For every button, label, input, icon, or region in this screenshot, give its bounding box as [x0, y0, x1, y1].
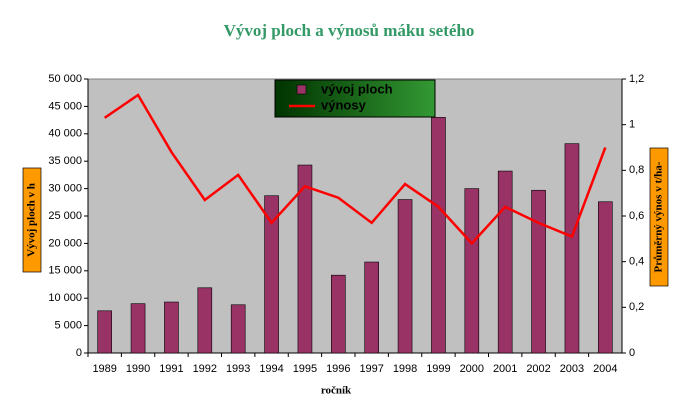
y-tick-label: 45 000: [48, 100, 82, 112]
x-tick-label: 2000: [460, 363, 484, 375]
x-tick-label: 2002: [526, 363, 550, 375]
x-tick-label: 1996: [326, 363, 350, 375]
bar: [164, 301, 179, 354]
bar: [230, 304, 246, 354]
y2-tick-label: 1: [629, 119, 635, 131]
y2-tick-label: 1,2: [629, 73, 644, 85]
y2-tick-label: 0,4: [629, 256, 644, 268]
y-tick-label: 5 000: [54, 320, 82, 332]
bar: [97, 310, 112, 354]
bar: [431, 117, 446, 354]
x-tick-label: 1999: [426, 363, 450, 375]
x-tick-label: 1992: [193, 363, 217, 375]
legend-swatch: [296, 84, 307, 95]
y-tick-label: 40 000: [48, 128, 82, 140]
x-tick-label: 1989: [92, 363, 116, 375]
x-tick-label: 1990: [126, 363, 150, 375]
x-tick-label: 2004: [593, 363, 617, 375]
legend-label: výnosy: [321, 97, 367, 112]
y-tick-label: 25 000: [48, 210, 82, 222]
y2-tick-label: 0,6: [629, 210, 644, 222]
bar: [130, 303, 146, 354]
x-tick-label: 1991: [159, 363, 183, 375]
bar: [364, 261, 379, 354]
chart-title: Vývoj ploch a výnosů máku setého: [224, 21, 475, 40]
y-axis-label: Vývoj ploch v h: [26, 183, 38, 257]
bar: [331, 274, 346, 354]
y2-tick-label: 0: [629, 347, 635, 359]
bar: [598, 201, 613, 354]
bar: [564, 143, 580, 354]
legend-label: vývoj ploch: [321, 81, 393, 96]
line: [103, 93, 607, 246]
bar: [497, 170, 513, 354]
x-tick-label: 1997: [359, 363, 383, 375]
bar: [197, 287, 213, 354]
bar: [531, 189, 546, 354]
bar: [297, 164, 313, 354]
x-axis-label: ročník: [321, 385, 352, 397]
y2-tick-label: 0,8: [629, 164, 644, 176]
bar: [264, 195, 279, 354]
y-tick-label: 10 000: [48, 292, 82, 304]
x-tick-label: 1994: [259, 363, 283, 375]
y2-tick-label: 0,2: [629, 301, 644, 313]
x-tick-label: 1993: [226, 363, 250, 375]
x-tick-label: 2001: [493, 363, 517, 375]
y2-label-box: [649, 147, 669, 287]
y-tick-label: 20 000: [48, 237, 82, 249]
y-tick-label: 0: [76, 347, 82, 359]
x-tick-label: 1998: [393, 363, 417, 375]
y-tick-label: 15 000: [48, 265, 82, 277]
y2-axis-label: Průměrný výnos v t/ha-: [653, 161, 665, 272]
x-tick-label: 2003: [560, 363, 584, 375]
y-tick-label: 30 000: [48, 183, 82, 195]
y-tick-label: 50 000: [48, 73, 82, 85]
bar: [464, 188, 480, 354]
x-tick-label: 1995: [293, 363, 317, 375]
y-tick-label: 35 000: [48, 155, 82, 167]
y-label-box: [22, 167, 42, 273]
bar: [397, 199, 413, 354]
